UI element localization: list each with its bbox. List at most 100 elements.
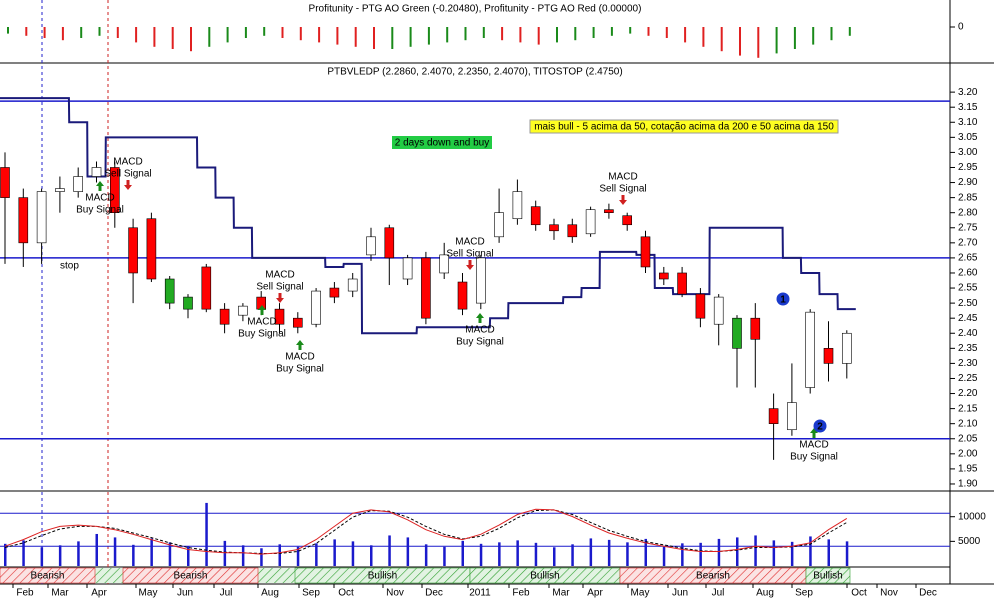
note-yellow: mais bull - 5 acima da 50, cotação acima… <box>534 122 834 133</box>
y-tick-label: 3.05 <box>958 132 978 143</box>
volume-bar <box>333 539 336 566</box>
volume-bar <box>479 543 483 566</box>
marker-circle <box>776 292 790 306</box>
volume-bar <box>351 541 355 566</box>
candle-body <box>402 257 413 280</box>
x-tick-label: Mar <box>552 588 570 599</box>
volume-bar <box>461 540 464 566</box>
y-tick-label: 2.50 <box>958 298 978 309</box>
ao-bar <box>830 27 833 41</box>
volume-bar <box>717 538 721 566</box>
signal-title: MACD <box>455 237 484 248</box>
candle-body <box>347 278 358 292</box>
y-tick-label: 2.35 <box>958 343 978 354</box>
signal-arrow <box>276 293 284 303</box>
ao-bar <box>684 27 687 43</box>
ao-bar <box>720 27 723 52</box>
x-tick-label: Apr <box>587 588 603 599</box>
signal-title: MACD <box>608 172 637 183</box>
candle-body <box>128 227 138 274</box>
ao-bar <box>574 27 577 41</box>
candle-body <box>475 257 486 304</box>
candle-body <box>494 212 504 238</box>
volume-bar <box>571 544 574 566</box>
volume-bar <box>241 545 245 566</box>
volume-bar <box>205 502 208 566</box>
candle-body <box>73 176 83 192</box>
y-tick-label: 2.05 <box>958 433 978 444</box>
x-tick-label: Aug <box>756 588 774 599</box>
ao-bar <box>354 27 357 47</box>
x-tick-label: Jul <box>712 588 725 599</box>
signal-title: MACD <box>247 317 276 328</box>
candle-body <box>768 408 779 424</box>
candle-body <box>604 209 614 213</box>
regime-band <box>95 568 123 583</box>
signal-arrow <box>619 195 627 205</box>
volume-tick-label: 5000 <box>958 536 981 547</box>
candle-body <box>658 272 669 280</box>
ao-tick-label: 0 <box>958 22 964 33</box>
signal-arrow <box>124 180 132 190</box>
volume-bar <box>4 543 7 566</box>
candle-body <box>439 254 450 274</box>
y-tick-label: 2.70 <box>958 237 978 248</box>
candle-body <box>36 191 47 244</box>
y-tick-label: 2.75 <box>958 222 978 233</box>
signal-arrow <box>296 340 304 350</box>
volume-bar <box>845 541 849 566</box>
candle-body <box>585 209 596 235</box>
volume-bar <box>553 547 556 566</box>
volume-bar <box>790 541 794 566</box>
regime-label: Bullish <box>368 571 397 582</box>
marker-circle <box>813 419 827 433</box>
signal-label: Buy Signal <box>238 329 286 340</box>
volume-bar <box>406 537 410 566</box>
regime-label: Bearish <box>696 571 730 582</box>
regime-band <box>805 567 851 584</box>
stop-line <box>0 97 856 335</box>
ao-bar <box>793 27 796 49</box>
ao-bar <box>153 27 156 47</box>
signal-title: MACD <box>85 193 114 204</box>
signal-title: MACD <box>465 325 494 336</box>
volume-bar <box>681 543 684 566</box>
signal-label: Buy Signal <box>276 364 324 375</box>
chart-title: PTBVLEDP (2.2860, 2.4070, 2.2350, 2.4070… <box>327 67 622 78</box>
volume-bar <box>187 546 190 566</box>
candle-body <box>384 227 395 259</box>
ao-bar <box>25 27 28 36</box>
ao-bar <box>318 27 321 43</box>
x-tick-label: Dec <box>425 588 443 599</box>
candle-body <box>713 296 724 325</box>
y-tick-label: 2.80 <box>958 207 978 218</box>
x-tick-label: Aug <box>261 588 279 599</box>
ao-bar <box>61 27 64 41</box>
y-tick-label: 2.45 <box>958 313 978 324</box>
ao-bar <box>80 27 83 38</box>
y-tick-label: 2.60 <box>958 268 978 279</box>
candle-body <box>732 317 742 349</box>
candle-body <box>823 348 834 364</box>
ao-bar <box>592 27 595 38</box>
ao-bar <box>391 27 394 49</box>
y-tick-label: 2.10 <box>958 418 978 429</box>
x-tick-label: Jul <box>220 588 233 599</box>
ao-bar <box>135 27 138 43</box>
x-tick-label: Jun <box>672 588 688 599</box>
candle-body <box>274 308 285 325</box>
candle-body <box>18 197 29 244</box>
volume-bar <box>589 538 593 566</box>
ao-bar <box>171 27 174 49</box>
y-tick-label: 2.15 <box>958 403 978 414</box>
signal-label: Sell Signal <box>104 169 151 180</box>
volume-bar <box>150 538 153 566</box>
ao-bar <box>336 27 339 45</box>
candle-body <box>146 218 157 280</box>
signal-title: MACD <box>265 270 294 281</box>
signal-arrow <box>466 260 474 270</box>
signal-arrow <box>258 305 266 315</box>
x-tick-label: Feb <box>16 588 34 599</box>
